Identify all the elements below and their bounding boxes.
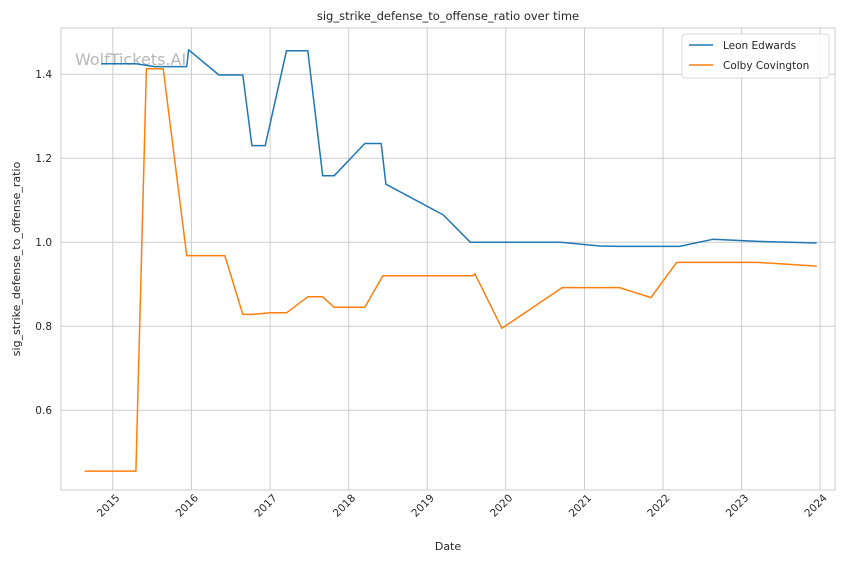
y-axis-label: sig_strike_defense_to_offense_ratio — [10, 162, 23, 357]
legend: Leon Edwards Colby Covington — [681, 33, 830, 79]
plot-area — [60, 27, 836, 491]
y-tick-labels: 0.6 0.8 1.0 1.2 1.4 — [35, 69, 52, 417]
y-tick-label: 0.8 — [35, 321, 52, 333]
legend-box — [681, 33, 830, 79]
y-tick-label: 1.4 — [35, 69, 52, 81]
series-line-0 — [101, 49, 817, 248]
legend-label-1: Colby Covington — [723, 60, 809, 72]
y-tick-label: 1.0 — [35, 237, 52, 249]
series-line-1 — [84, 67, 817, 472]
x-gridlines — [112, 28, 821, 490]
y-tick-label: 1.2 — [35, 153, 52, 165]
chart-title: sig_strike_defense_to_offense_ratio over… — [317, 9, 579, 23]
legend-label-0: Leon Edwards — [723, 40, 796, 52]
y-tick-label: 0.6 — [35, 405, 52, 417]
x-axis-label: Date — [435, 540, 462, 553]
series-layer — [84, 49, 817, 472]
